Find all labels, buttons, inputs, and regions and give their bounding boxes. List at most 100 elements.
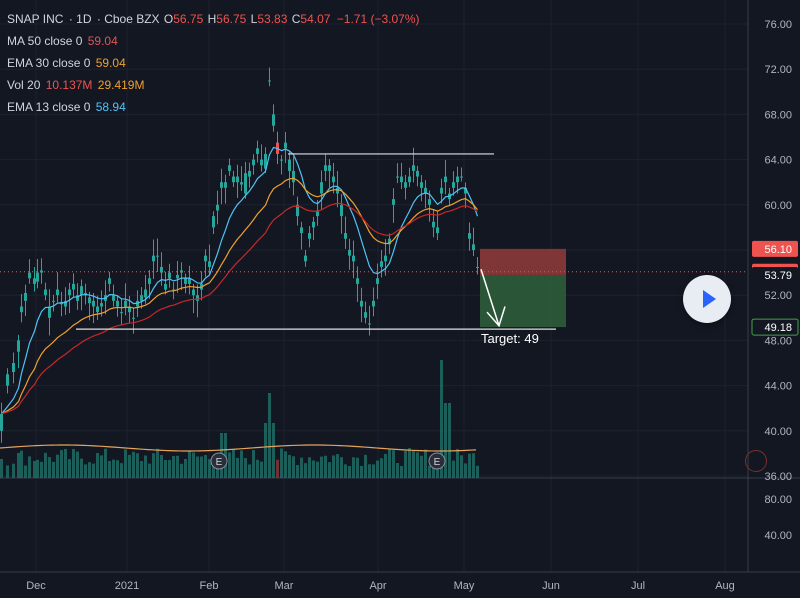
candle-body — [388, 238, 391, 245]
volume-bar — [348, 465, 351, 478]
candle-body — [164, 283, 167, 290]
price-tick-label: 68.00 — [764, 109, 792, 121]
volume-bar — [416, 452, 419, 478]
replay-circle-icon[interactable] — [745, 450, 767, 472]
candle-body — [372, 300, 375, 307]
candle-body — [0, 413, 3, 431]
time-tick-label: Apr — [369, 580, 386, 592]
volume-bar — [400, 465, 403, 478]
candle-body — [336, 187, 339, 194]
volume-bar — [260, 461, 263, 478]
candle-body — [316, 210, 319, 217]
volume-bar — [444, 403, 447, 478]
time-tick-label: Aug — [715, 580, 735, 592]
volume-bar — [76, 451, 79, 478]
target-price-tag-bg — [751, 318, 799, 336]
volume-bar — [216, 463, 219, 478]
volume-bar — [320, 456, 323, 478]
target-price-tag: 49.18 — [764, 322, 792, 334]
candle-body — [88, 297, 91, 304]
candle-body — [472, 244, 475, 250]
ema13-value: 58.94 — [95, 100, 126, 114]
candle-body — [72, 283, 75, 290]
volume-bar — [328, 462, 331, 478]
volume-bar — [356, 457, 359, 478]
indicator-lines — [0, 146, 479, 452]
volume-bar — [148, 463, 151, 478]
candle-body — [132, 317, 135, 319]
volume-bar — [332, 455, 335, 478]
candle-body — [40, 270, 43, 273]
volume-bar — [232, 449, 235, 478]
price-tick-label: 40.00 — [764, 426, 792, 438]
ma50-value: 59.04 — [87, 34, 118, 48]
candle-body — [308, 233, 311, 239]
volume-bar — [100, 455, 103, 478]
interval-label[interactable]: 1D — [76, 12, 92, 26]
candle-body — [108, 278, 111, 284]
candle-body — [312, 221, 315, 228]
candle-body — [180, 270, 183, 273]
candle-body — [80, 286, 83, 296]
legend-ema30-row[interactable]: EMA 30 close 0 59.04 — [7, 52, 420, 74]
volume-bar — [312, 460, 315, 478]
candle-body — [348, 250, 351, 256]
legend-ema13-row[interactable]: EMA 13 close 0 58.94 — [7, 96, 420, 118]
time-tick-label: Mar — [275, 580, 294, 592]
candle-body — [284, 142, 287, 149]
volume-bar — [116, 460, 119, 478]
volume-bar — [84, 464, 87, 478]
candle-body — [184, 278, 187, 284]
vol-value-2: 29.419M — [97, 78, 145, 92]
volume-bar — [104, 448, 107, 478]
volume-bar — [0, 458, 3, 478]
volume-bar — [124, 449, 127, 478]
candle-body — [196, 295, 199, 301]
time-tick-label: Jul — [631, 580, 645, 592]
volume-bar — [268, 393, 271, 478]
target-zone[interactable] — [480, 274, 566, 328]
candle-body — [380, 261, 383, 267]
stop-price-tag: 56.10 — [764, 244, 792, 256]
volume-bar — [48, 457, 51, 478]
candle-body — [56, 289, 59, 296]
candle-body — [208, 261, 211, 267]
legend-volume-row[interactable]: Vol 20 10.137M 29.419M — [7, 74, 420, 96]
volume-bar — [132, 451, 135, 478]
volume-bar — [156, 448, 159, 478]
candle-body — [124, 300, 127, 307]
volume-bar — [12, 463, 15, 478]
earnings-marker[interactable] — [210, 452, 228, 470]
volume-bar — [136, 453, 139, 478]
volume-bar — [276, 459, 279, 478]
legend-ma50-row[interactable]: MA 50 close 0 59.04 — [7, 30, 420, 52]
play-button[interactable] — [683, 275, 731, 323]
volume-bar — [60, 450, 63, 478]
candle-body — [144, 289, 147, 298]
target-arrow[interactable] — [480, 268, 500, 326]
candle-body — [328, 165, 331, 171]
volume-bar — [68, 459, 71, 478]
candle-body — [396, 176, 399, 178]
candle-body — [20, 306, 23, 313]
symbol-name[interactable]: SNAP INC — [7, 12, 64, 26]
volume-bar — [224, 433, 227, 478]
volume-bar — [256, 459, 259, 478]
volume-bar — [180, 463, 183, 478]
volume-bar — [140, 461, 143, 478]
volume-bar — [380, 458, 383, 478]
volume-bar — [372, 464, 375, 478]
volume-bar — [24, 465, 27, 478]
volume-bar — [192, 452, 195, 478]
earnings-marker[interactable] — [428, 452, 446, 470]
stop-loss-zone[interactable] — [480, 248, 566, 275]
candle-body — [384, 255, 387, 262]
volume-bar — [432, 460, 435, 478]
price-tick-label: 44.00 — [764, 381, 792, 393]
volume-bar — [200, 456, 203, 478]
drawing-tools[interactable]: E E Target: 49 — [0, 153, 748, 470]
volume-bar — [17, 452, 20, 478]
volume-bar — [244, 458, 247, 478]
candle-body — [468, 233, 471, 239]
